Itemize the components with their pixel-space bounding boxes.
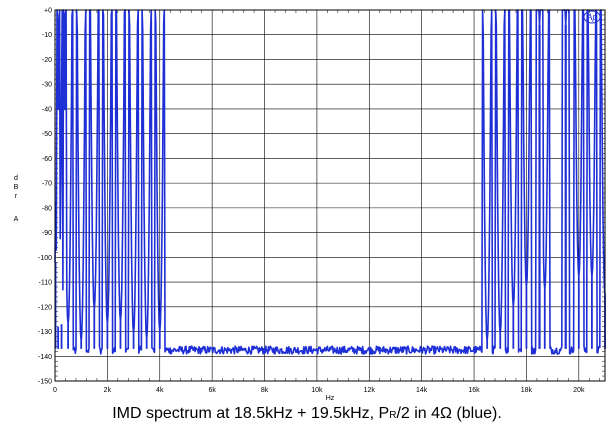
- y-tick-label: -90: [42, 230, 52, 237]
- y-tick-label: -40: [42, 106, 52, 113]
- x-tick-label: 20k: [573, 387, 585, 394]
- x-tick-label: 4k: [156, 387, 164, 394]
- y-tick-label: -20: [42, 57, 52, 64]
- x-tick-label: 10k: [311, 387, 323, 394]
- y-tick-label: -50: [42, 131, 52, 138]
- x-tick-label: 6k: [208, 387, 216, 394]
- y-tick-label: -120: [38, 304, 52, 311]
- caption-suffix: /2 in 4Ω (blue).: [396, 405, 502, 422]
- y-tick-label: -80: [42, 205, 52, 212]
- x-ticks: 0 2k 4k 6k 8k 10k 12k 14k 16k 18k 20k: [53, 10, 601, 394]
- x-tick-label: 12k: [364, 387, 376, 394]
- y-tick-label: +0: [44, 8, 52, 15]
- y-tick-label: -60: [42, 156, 52, 163]
- y-tick-label: -70: [42, 181, 52, 188]
- ap-logo: Ap: [585, 12, 597, 22]
- plot-border: [54, 9, 606, 382]
- y-tick-label: -10: [42, 32, 52, 39]
- x-tick-label: 8k: [261, 387, 269, 394]
- caption-subscript: R: [389, 410, 397, 421]
- y-tick-label: -150: [38, 379, 52, 386]
- y-tick-label: -130: [38, 329, 52, 336]
- x-axis-label: Hz: [326, 395, 335, 400]
- x-tick-label: 14k: [416, 387, 428, 394]
- x-tick-label: 18k: [521, 387, 533, 394]
- x-tick-label: 16k: [468, 387, 480, 394]
- peak-markers: [54, 24, 606, 349]
- y-tick-label: -140: [38, 354, 52, 361]
- y-tick-label: -100: [38, 255, 52, 262]
- figure-caption: IMD spectrum at 18.5kHz + 19.5kHz, PR/2 …: [0, 405, 614, 423]
- caption-prefix: IMD spectrum at 18.5kHz + 19.5kHz, P: [112, 405, 390, 422]
- x-tick-label: 0: [53, 387, 57, 394]
- spectrum-chart: +0 -10 -20 -30 -40 -50 -60 -70 -80 -90 -100 -110 -12…: [14, 8, 606, 400]
- y-tick-label: -30: [42, 82, 52, 89]
- x-tick-label: 2k: [104, 387, 112, 394]
- y-tick-label: -110: [39, 280, 53, 287]
- series-line-blue: [54, 9, 606, 355]
- ap-logo-ring: [583, 10, 601, 24]
